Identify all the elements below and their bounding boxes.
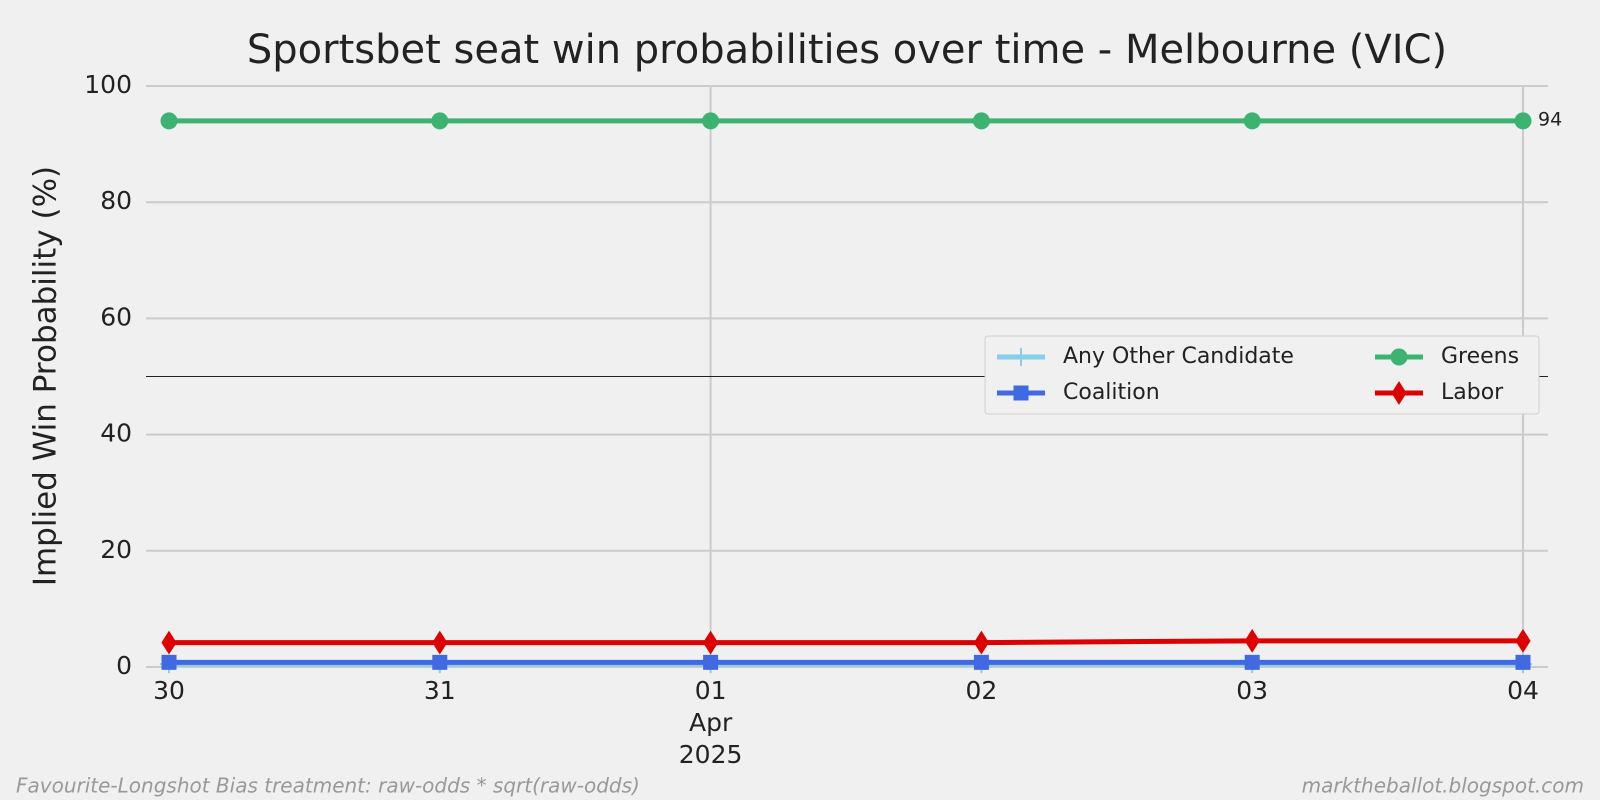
chart-title: Sportsbet seat win probabilities over ti… [247,27,1447,73]
x-tick-label: 31 [424,676,456,705]
marker [161,630,177,655]
legend-label: Labor [1441,380,1504,405]
marker [431,112,449,130]
marker [1515,654,1531,670]
legend-marker [1391,381,1407,405]
x-tick-label: 30 [153,676,185,705]
marker [432,654,448,670]
legend-marker [1390,348,1408,366]
marker [972,112,990,130]
marker [1244,628,1260,653]
marker [973,630,989,655]
footer-left: Favourite-Longshot Bias treatment: raw-o… [16,774,640,798]
legend-item: Labor [1375,380,1504,405]
marker [973,654,989,670]
legend-marker [1013,385,1029,401]
y-tick-label: 0 [116,651,132,680]
y-tick-label: 20 [100,535,132,564]
footer-right: marktheballot.blogspot.com [1302,774,1584,798]
legend-label: Greens [1441,344,1519,369]
y-tick-label: 60 [100,302,132,331]
legend-label: Any Other Candidate [1063,344,1294,369]
series-line [169,638,1523,646]
marker [702,112,720,130]
marker [1514,112,1532,130]
x-tick-label: 04 [1507,676,1539,705]
legend-marker [1012,348,1030,366]
x-month-label: Apr [689,708,733,737]
x-tick-label: 02 [965,676,997,705]
marker [161,654,177,670]
y-tick-label: 100 [84,70,132,99]
y-tick-label: 40 [100,419,132,448]
legend-item: Greens [1375,344,1519,369]
x-tick-label: 03 [1236,676,1268,705]
marker [703,654,719,670]
y-axis-label: Implied Win Probability (%) [28,166,64,586]
marker [1515,628,1531,653]
end-label: 94 [1538,108,1562,130]
marker [703,630,719,655]
legend-item: Any Other Candidate [997,344,1294,369]
marker [1243,112,1261,130]
marker [432,630,448,655]
marker [1244,654,1260,670]
x-year-label: 2025 [679,740,743,769]
legend-item: Coalition [997,380,1160,405]
y-tick-label: 80 [100,186,132,215]
x-tick-label: 01 [695,676,727,705]
legend-label: Coalition [1063,380,1160,405]
marker [160,112,178,130]
